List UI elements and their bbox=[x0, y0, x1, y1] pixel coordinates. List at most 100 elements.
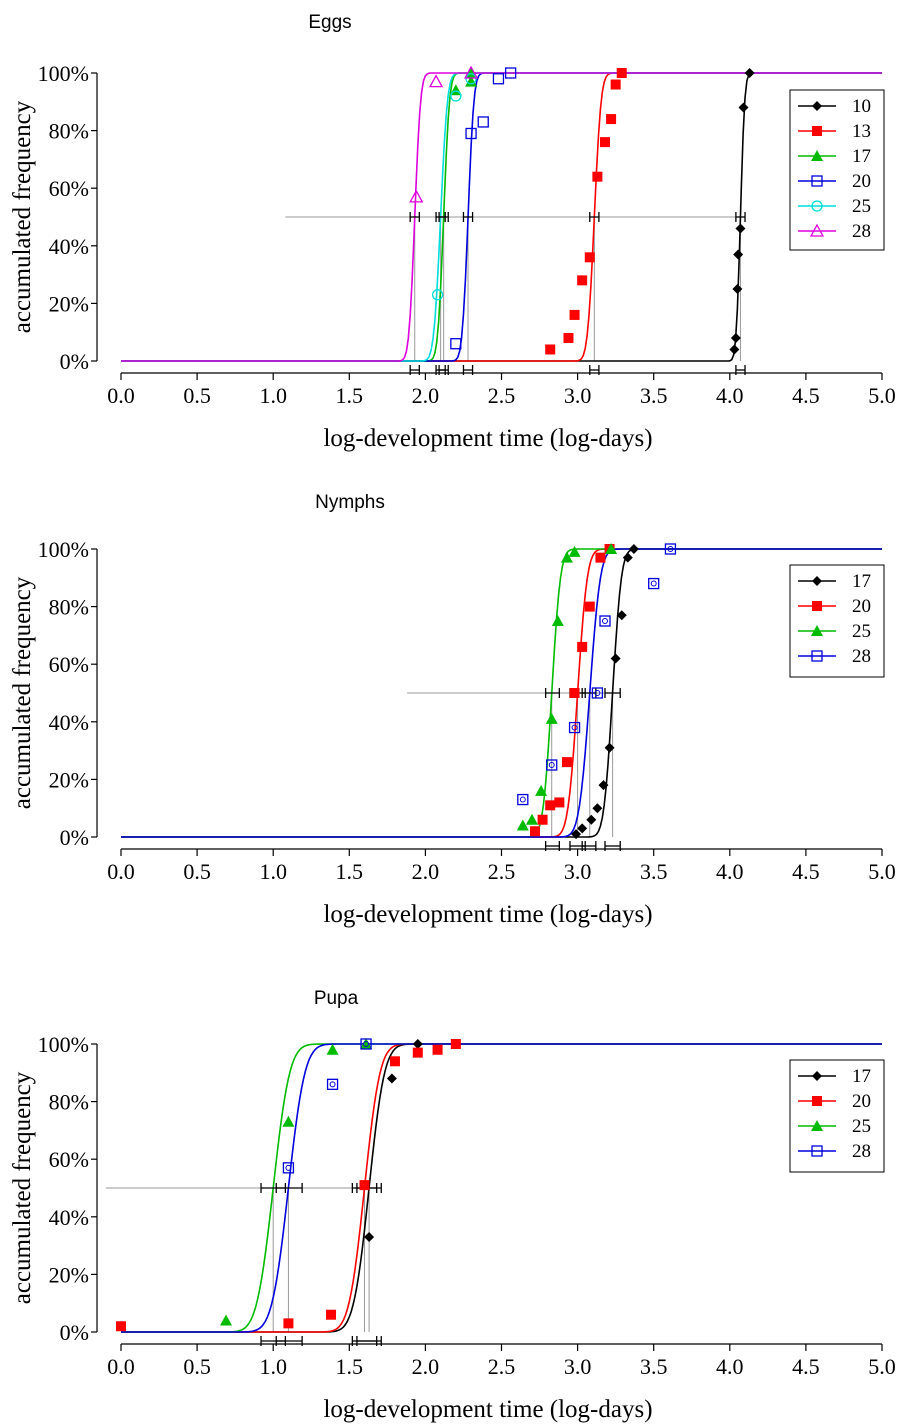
legend: 10 13 17 20 25 28 bbox=[789, 89, 885, 251]
point-series-17 bbox=[364, 1231, 375, 1242]
ci-bar-series-13 bbox=[589, 212, 600, 222]
curve-series-28 bbox=[121, 1043, 882, 1333]
ci-bar-series-28 bbox=[581, 841, 597, 851]
legend-item-10: 10 bbox=[798, 96, 871, 117]
ci-bar-series-25 bbox=[435, 365, 446, 375]
legend-marker bbox=[811, 650, 823, 662]
legend-label: 10 bbox=[852, 96, 871, 117]
point-inner-ring bbox=[519, 796, 526, 803]
point-series-25 bbox=[220, 1314, 233, 1326]
ci-bar-series-28 bbox=[275, 1336, 303, 1346]
x-tick-label: 2.0 bbox=[412, 383, 440, 408]
point-series-20 bbox=[537, 814, 548, 825]
y-tick-label: 60% bbox=[49, 652, 89, 677]
y-tick-label: 100% bbox=[38, 537, 89, 562]
ci-bar-series-10 bbox=[735, 365, 746, 375]
point-inner-ring bbox=[650, 580, 657, 587]
x-tick-label: 1.0 bbox=[259, 383, 287, 408]
marker-box bbox=[492, 73, 505, 85]
legend-label: 17 bbox=[852, 571, 871, 592]
marker-box bbox=[546, 759, 558, 771]
point-series-17 bbox=[628, 544, 639, 554]
x-tick-label: 1.0 bbox=[259, 1354, 287, 1379]
legend-marker bbox=[811, 175, 823, 187]
point-series-13 bbox=[592, 171, 603, 182]
x-tick-label: 4.0 bbox=[716, 859, 744, 884]
x-tick-label: 3.0 bbox=[564, 859, 592, 884]
y-tick-label: 100% bbox=[38, 61, 89, 86]
curve-series-28 bbox=[121, 548, 882, 838]
point-series-17 bbox=[622, 552, 633, 563]
point-series-17 bbox=[616, 610, 627, 621]
marker-box bbox=[648, 577, 660, 590]
x-axis-label: log-development time (log-days) bbox=[323, 1396, 652, 1423]
ci-bar-series-25 bbox=[544, 841, 560, 851]
marker-box bbox=[599, 615, 611, 627]
x-tick-label: 2.5 bbox=[488, 1354, 516, 1379]
marker-box bbox=[326, 1078, 339, 1090]
x-tick-label: 3.0 bbox=[564, 1354, 592, 1379]
ci-bar-series-20 bbox=[351, 1336, 378, 1346]
point-series-28 bbox=[517, 793, 529, 806]
point-series-28 bbox=[463, 65, 479, 79]
legend-item-13: 13 bbox=[798, 121, 871, 142]
point-series-17 bbox=[592, 803, 603, 814]
legend-marker bbox=[812, 576, 822, 586]
ci-bar-series-28 bbox=[581, 688, 597, 698]
x-tick-label: 0.5 bbox=[183, 383, 211, 408]
ci-bar-series-17 bbox=[604, 841, 621, 851]
point-series-20 bbox=[545, 800, 556, 811]
legend: 17 20 25 28 bbox=[789, 1059, 885, 1173]
data-points bbox=[116, 1038, 461, 1332]
ci-bar-series-28 bbox=[409, 212, 420, 222]
point-series-20 bbox=[529, 826, 540, 837]
legend-label: 28 bbox=[852, 646, 871, 667]
x-tick-label: 4.5 bbox=[792, 383, 820, 408]
legend-item-28: 28 bbox=[798, 646, 871, 667]
legend-item-20: 20 bbox=[798, 596, 871, 617]
legend-marker bbox=[812, 101, 822, 111]
confidence-intervals bbox=[260, 1183, 382, 1346]
point-series-17 bbox=[610, 653, 621, 664]
point-series-20 bbox=[389, 1056, 400, 1067]
point-inner-ring bbox=[571, 724, 578, 731]
legend-label: 25 bbox=[852, 1116, 871, 1137]
point-series-13 bbox=[606, 114, 617, 125]
x-tick-label: 1.5 bbox=[336, 1354, 364, 1379]
point-series-13 bbox=[545, 344, 556, 355]
x-tick-label: 2.0 bbox=[412, 859, 440, 884]
point-series-28 bbox=[568, 721, 581, 734]
x-tick-label: 0.0 bbox=[107, 859, 135, 884]
point-series-10 bbox=[738, 102, 749, 113]
y-tick-label: 20% bbox=[49, 1262, 89, 1287]
point-series-17 bbox=[386, 1073, 397, 1084]
point-series-10 bbox=[729, 344, 740, 355]
nymphs-panel: Nymphs 0% 20% 40% 60% 80% 100% 0.0 0.5 1.0 1.5 2.0… bbox=[9, 492, 896, 928]
point-series-25 bbox=[431, 289, 444, 301]
legend-marker bbox=[812, 126, 822, 136]
point-series-20 bbox=[584, 601, 595, 612]
x-tick-label: 3.5 bbox=[640, 1354, 668, 1379]
legend-item-17: 17 bbox=[798, 1066, 871, 1087]
point-series-10 bbox=[730, 332, 741, 343]
point-series-28 bbox=[591, 687, 604, 699]
pupa-panel: Pupa 0% 20% 40% 60% 80% 100% 0.0 0.5 1.0 1.5 2.0 2.… bbox=[9, 988, 896, 1423]
point-series-20 bbox=[412, 1047, 423, 1058]
y-tick-label: 20% bbox=[49, 291, 89, 316]
point-series-10 bbox=[744, 68, 755, 78]
point-series-25 bbox=[516, 819, 529, 831]
point-series-25 bbox=[545, 712, 558, 724]
x-tick-label: 5.0 bbox=[868, 859, 896, 884]
data-points bbox=[516, 543, 677, 840]
point-series-17 bbox=[604, 742, 615, 753]
legend-box bbox=[789, 1059, 885, 1173]
ci-bar-series-28 bbox=[275, 1183, 303, 1193]
x-tick-label: 2.0 bbox=[412, 1354, 440, 1379]
y-tick-label: 100% bbox=[38, 1032, 89, 1057]
point-series-25 bbox=[465, 73, 477, 85]
legend-marker bbox=[812, 1071, 822, 1081]
y-tick-label: 20% bbox=[49, 767, 89, 792]
x-tick-label: 5.0 bbox=[868, 1354, 896, 1379]
legend-item-28: 28 bbox=[798, 1141, 871, 1162]
point-series-10 bbox=[732, 284, 743, 294]
